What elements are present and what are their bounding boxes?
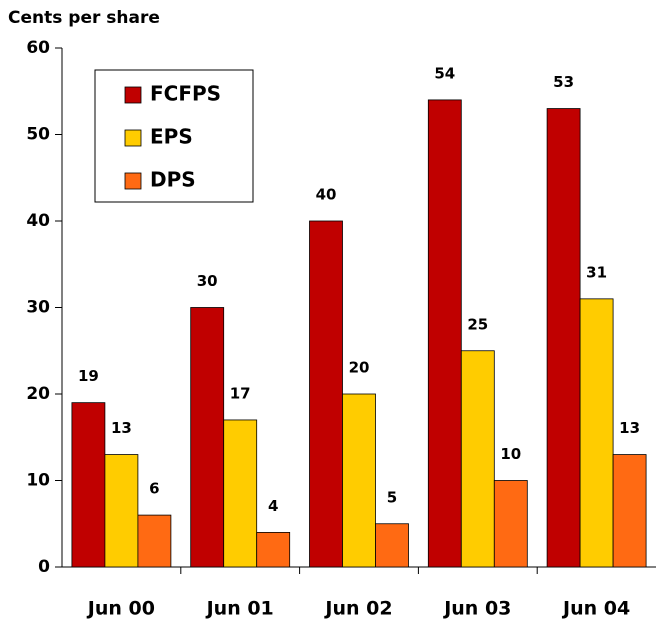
bar bbox=[546, 108, 581, 568]
bar bbox=[612, 454, 647, 568]
value-label: 19 bbox=[78, 367, 99, 385]
bar bbox=[460, 350, 495, 568]
value-label: 54 bbox=[434, 64, 455, 82]
legend-swatch bbox=[124, 86, 142, 104]
bar bbox=[579, 298, 614, 568]
value-label: 53 bbox=[553, 73, 574, 91]
legend-swatch bbox=[124, 172, 142, 190]
x-tick-label: Jun 01 bbox=[205, 598, 274, 620]
bar bbox=[71, 402, 106, 568]
value-label: 25 bbox=[467, 315, 488, 333]
y-axis-label: Cents per share bbox=[8, 8, 160, 28]
x-tick-label: Jun 04 bbox=[561, 598, 630, 620]
bar bbox=[342, 393, 376, 568]
x-tick-label: Jun 02 bbox=[323, 598, 392, 620]
value-label: 10 bbox=[500, 445, 521, 463]
value-label: 13 bbox=[111, 419, 132, 437]
bar bbox=[256, 532, 291, 568]
value-label: 40 bbox=[316, 186, 337, 204]
y-tick-label: 0 bbox=[38, 557, 50, 577]
bar bbox=[104, 454, 139, 568]
x-tick-label: Jun 03 bbox=[442, 598, 511, 620]
legend-label: EPS bbox=[150, 125, 193, 149]
x-tick-label: Jun 00 bbox=[86, 598, 155, 620]
bar bbox=[309, 220, 343, 568]
bar bbox=[190, 307, 225, 568]
bar bbox=[223, 419, 258, 568]
y-tick-label: 40 bbox=[26, 211, 50, 231]
value-label: 30 bbox=[197, 272, 218, 290]
legend-label: DPS bbox=[150, 168, 196, 192]
y-tick-label: 10 bbox=[26, 471, 50, 491]
y-tick-label: 20 bbox=[26, 384, 50, 404]
y-tick-label: 50 bbox=[26, 125, 50, 145]
value-label: 31 bbox=[586, 263, 607, 281]
value-label: 20 bbox=[349, 359, 370, 377]
value-label: 13 bbox=[619, 419, 640, 437]
bar bbox=[137, 514, 172, 568]
legend-swatch bbox=[124, 129, 142, 147]
value-label: 17 bbox=[230, 384, 251, 402]
legend-box bbox=[94, 69, 254, 203]
y-tick-label: 30 bbox=[26, 298, 50, 318]
value-label: 6 bbox=[149, 480, 159, 498]
bar bbox=[427, 99, 462, 568]
value-label: 4 bbox=[268, 497, 278, 515]
value-label: 5 bbox=[387, 488, 397, 506]
bar bbox=[375, 523, 409, 568]
y-tick-label: 60 bbox=[26, 38, 50, 58]
legend-label: FCFPS bbox=[150, 82, 221, 106]
bar bbox=[493, 480, 528, 568]
